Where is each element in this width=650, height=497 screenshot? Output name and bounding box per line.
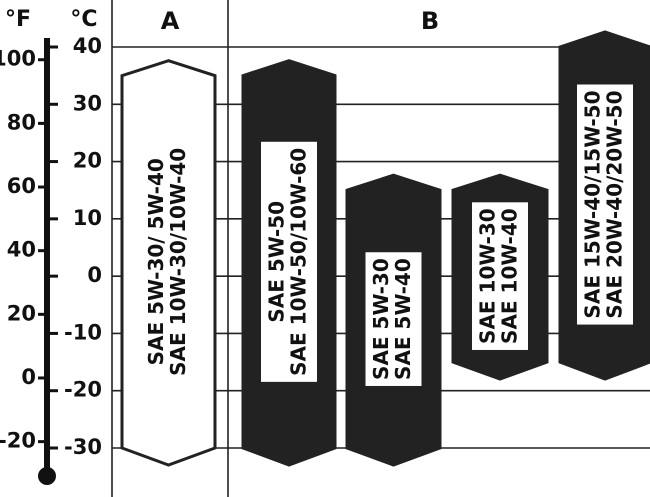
y2-tick-label: -20 xyxy=(0,429,36,453)
y2-tick-label: 20 xyxy=(7,301,36,325)
range-bar xyxy=(120,59,217,467)
bar-text: SAE 20W-40/20W-50 xyxy=(603,90,627,318)
group-label: B xyxy=(421,7,439,35)
y2-label: °F xyxy=(5,7,31,32)
y-tick-label: 20 xyxy=(73,149,102,173)
y2-tick-label: 80 xyxy=(7,110,36,134)
group-label: A xyxy=(161,7,180,35)
bar-text: SAE 15W-40/15W-50 xyxy=(581,90,605,318)
label-box xyxy=(472,202,528,350)
y-tick-label: 10 xyxy=(73,206,102,230)
bar-text: SAE 10W-30 xyxy=(476,208,500,344)
bar-text: SAE 10W-50/10W-60 xyxy=(287,148,311,376)
y-tick-label: 30 xyxy=(73,91,102,115)
y-label: °C xyxy=(70,7,97,32)
y-tick-label: 40 xyxy=(73,34,102,58)
y2-tick-label: 0 xyxy=(21,365,36,389)
y2-tick-label: 100 xyxy=(0,47,36,71)
y-tick-label: 0 xyxy=(87,263,102,287)
label-box xyxy=(261,141,317,382)
y2-tick-label: 40 xyxy=(7,238,36,262)
thermometer-bulb xyxy=(38,467,56,485)
bar-text: SAE 10W-30/10W-40 xyxy=(166,148,190,376)
y2-tick-label: 60 xyxy=(7,174,36,198)
bar-text: SAE 5W-50 xyxy=(265,201,289,323)
bar-text: SAE 5W-40 xyxy=(391,258,415,380)
label-box xyxy=(577,84,633,325)
bar-text: SAE 5W-30 xyxy=(369,258,393,380)
bar-text: SAE 10W-40 xyxy=(498,208,522,344)
y-tick-label: -30 xyxy=(64,435,102,459)
bar-text: SAE 5W-30/ 5W-40 xyxy=(144,158,168,365)
y-tick-label: -10 xyxy=(64,320,102,344)
y-tick-label: -20 xyxy=(64,378,102,402)
label-box xyxy=(365,252,422,386)
